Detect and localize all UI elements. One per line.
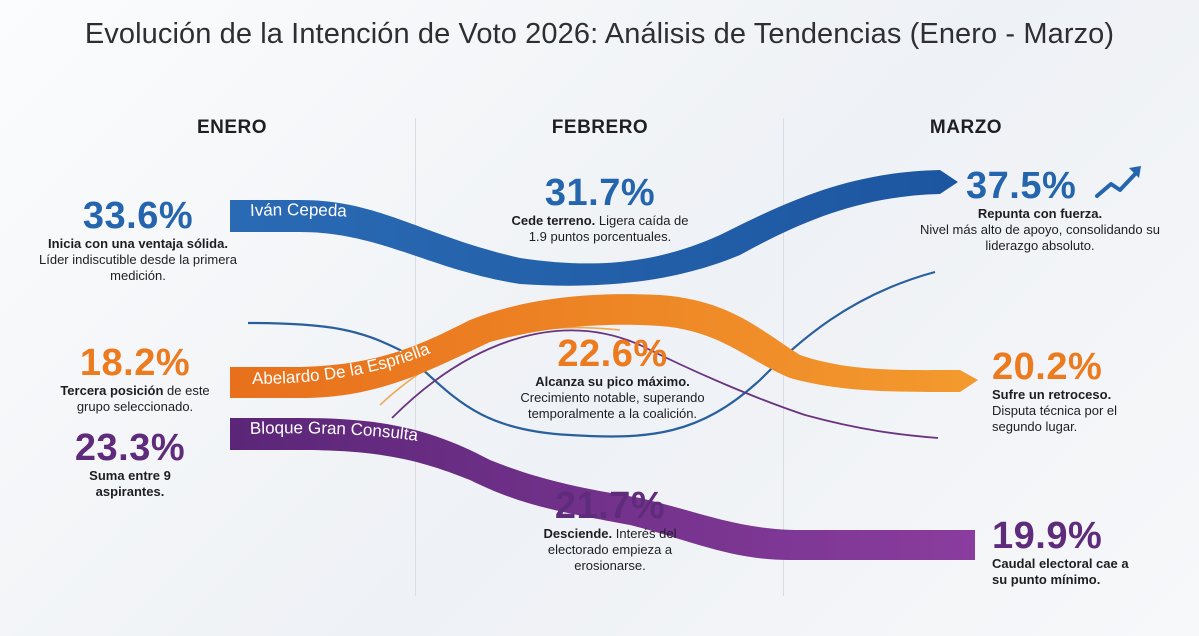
value-bloque-marzo: 19.9%	[992, 515, 1103, 557]
trend-up-arrow-icon	[1095, 166, 1141, 198]
annotation-cepeda-febrero: 31.7% Cede terreno. Ligera caída de 1.9 …	[511, 172, 689, 244]
cepeda-thin-line	[247, 270, 936, 438]
annotation-abelardo-febrero: 22.6% Alcanza su pico máximo. Crecimient…	[500, 334, 725, 422]
value-abelardo-febrero: 22.6%	[557, 333, 668, 375]
value-abelardo-enero: 18.2%	[79, 342, 191, 384]
value-cepeda-marzo: 37.5%	[966, 165, 1077, 207]
chart-title: Evolución de la Intención de Voto 2026: …	[84, 18, 1115, 50]
abelardo-ribbon	[230, 294, 978, 398]
series-label-cepeda: Iván Cepeda	[250, 200, 348, 220]
abelardo-thin-line	[391, 329, 939, 439]
annotation-cepeda-enero: 33.6% Inicia con una ventaja sólida. Líd…	[39, 195, 237, 283]
month-label-enero: ENERO	[196, 117, 268, 138]
value-bloque-febrero: 21.7%	[554, 485, 666, 527]
value-bloque-enero: 23.3%	[74, 427, 186, 469]
value-cepeda-enero: 33.6%	[82, 195, 194, 237]
annotation-abelardo-enero: 18.2% Tercera posición de este grupo sel…	[50, 343, 220, 415]
value-cepeda-febrero: 31.7%	[544, 172, 656, 214]
annotation-bloque-enero: 23.3% Suma entre 9 aspirantes.	[65, 428, 195, 500]
series-label-abelardo: Abelardo De la Espriella	[252, 339, 433, 388]
month-label-febrero: FEBRERO	[551, 117, 649, 138]
annotation-bloque-marzo: 19.9% Caudal electoral cae a su punto mí…	[992, 516, 1142, 588]
bloque-ribbon	[230, 418, 975, 560]
annotation-cepeda-marzo: 37.5% Repunta con fuerza. Nivel más alto…	[920, 165, 1160, 253]
annotation-bloque-febrero: 21.7% Desciende. Interés del electorado …	[520, 486, 700, 574]
cepeda-ribbon	[230, 170, 958, 286]
month-label-marzo: MARZO	[929, 117, 1003, 138]
value-abelardo-marzo: 20.2%	[992, 346, 1103, 388]
annotation-abelardo-marzo: 20.2% Sufre un retroceso. Disputa técnic…	[992, 347, 1142, 435]
